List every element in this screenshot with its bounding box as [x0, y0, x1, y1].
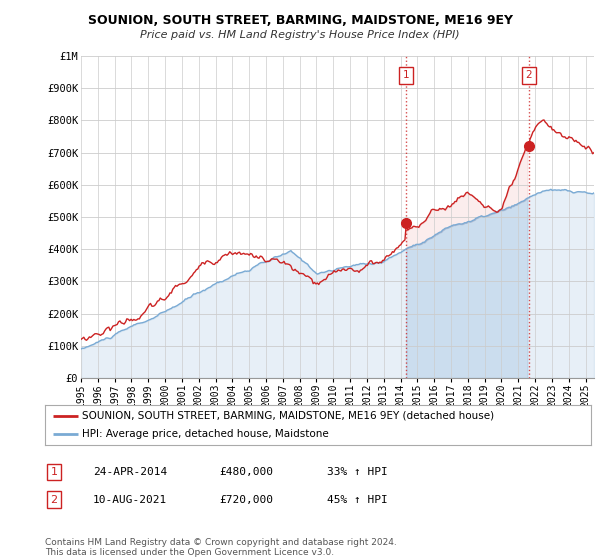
- Text: 10-AUG-2021: 10-AUG-2021: [93, 494, 167, 505]
- Text: HPI: Average price, detached house, Maidstone: HPI: Average price, detached house, Maid…: [82, 430, 329, 439]
- Text: SOUNION, SOUTH STREET, BARMING, MAIDSTONE, ME16 9EY: SOUNION, SOUTH STREET, BARMING, MAIDSTON…: [88, 14, 512, 27]
- Text: £480,000: £480,000: [219, 467, 273, 477]
- Text: 1: 1: [403, 71, 409, 80]
- Text: £720,000: £720,000: [219, 494, 273, 505]
- Text: 33% ↑ HPI: 33% ↑ HPI: [327, 467, 388, 477]
- Text: 2: 2: [50, 494, 58, 505]
- Text: 2: 2: [525, 71, 532, 80]
- Text: SOUNION, SOUTH STREET, BARMING, MAIDSTONE, ME16 9EY (detached house): SOUNION, SOUTH STREET, BARMING, MAIDSTON…: [82, 411, 494, 421]
- Text: 1: 1: [50, 467, 58, 477]
- Text: 24-APR-2014: 24-APR-2014: [93, 467, 167, 477]
- Text: Contains HM Land Registry data © Crown copyright and database right 2024.
This d: Contains HM Land Registry data © Crown c…: [45, 538, 397, 557]
- Text: Price paid vs. HM Land Registry's House Price Index (HPI): Price paid vs. HM Land Registry's House …: [140, 30, 460, 40]
- Text: 45% ↑ HPI: 45% ↑ HPI: [327, 494, 388, 505]
